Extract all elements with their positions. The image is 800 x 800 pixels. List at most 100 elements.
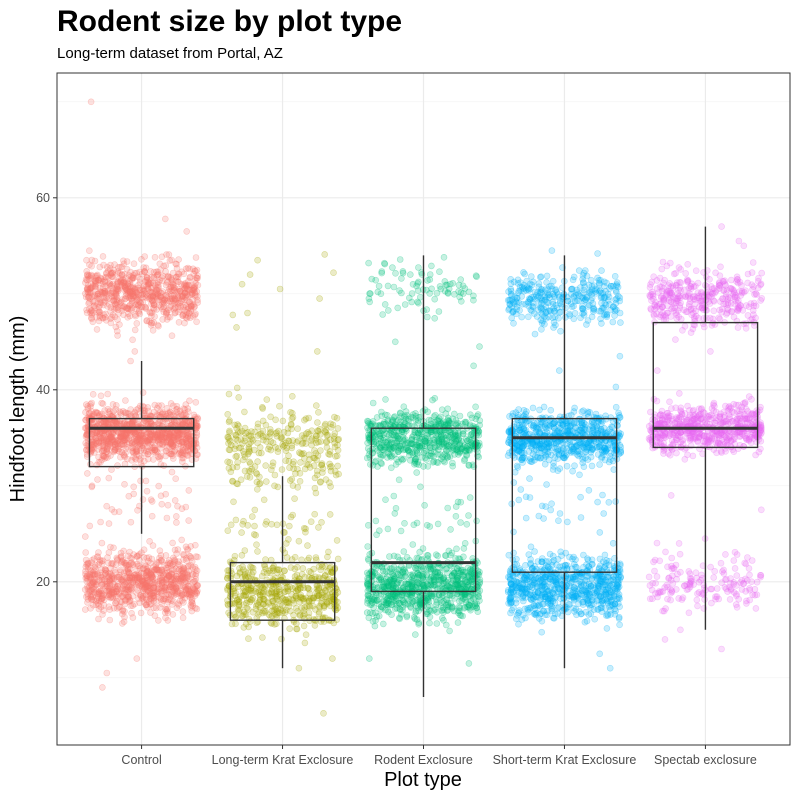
data-point — [251, 463, 259, 470]
data-point — [103, 502, 110, 510]
data-point — [112, 561, 120, 568]
data-point — [172, 585, 180, 592]
data-point — [394, 432, 402, 440]
data-point — [419, 563, 427, 570]
data-point — [392, 504, 400, 512]
data-point — [276, 285, 284, 293]
data-point — [391, 450, 398, 458]
data-point — [147, 268, 154, 275]
data-point — [147, 321, 155, 329]
data-point — [97, 274, 104, 282]
data-point — [260, 569, 268, 576]
data-point — [107, 271, 114, 278]
data-point — [107, 282, 114, 290]
data-point — [224, 597, 231, 604]
data-point — [230, 498, 237, 506]
data-point — [182, 292, 189, 300]
data-point — [240, 450, 248, 458]
data-point — [98, 539, 106, 547]
data-point — [83, 577, 91, 585]
data-point — [94, 476, 101, 483]
data-point — [253, 485, 261, 493]
data-point — [379, 620, 387, 628]
data-point — [233, 452, 241, 460]
data-point — [105, 570, 112, 578]
data-point — [119, 592, 127, 600]
data-point — [194, 274, 201, 282]
data-point — [143, 601, 151, 608]
data-point — [173, 519, 180, 526]
data-point — [82, 556, 90, 564]
data-point — [289, 437, 297, 444]
data-point — [168, 298, 175, 305]
data-point — [105, 429, 112, 437]
data-point — [284, 587, 292, 595]
data-point — [87, 98, 95, 106]
data-point — [273, 521, 281, 529]
data-point — [163, 576, 170, 584]
data-point — [137, 437, 145, 445]
data-point — [111, 566, 118, 574]
data-point — [114, 287, 121, 295]
data-point — [138, 255, 145, 263]
data-point — [172, 475, 179, 483]
data-point — [95, 295, 103, 302]
data-point — [279, 595, 287, 602]
data-point — [114, 286, 121, 293]
data-point — [273, 595, 281, 603]
data-point — [179, 614, 187, 622]
data-point — [121, 613, 128, 621]
data-point — [224, 410, 231, 418]
data-point — [285, 522, 293, 530]
data-point — [112, 406, 120, 413]
data-point — [180, 270, 188, 278]
data-point — [295, 664, 303, 672]
data-point — [119, 607, 126, 615]
data-point — [149, 279, 157, 287]
data-point — [96, 263, 104, 271]
data-point — [317, 447, 324, 454]
data-point — [160, 262, 167, 270]
data-point — [447, 526, 454, 533]
data-point — [95, 307, 102, 314]
data-point — [410, 432, 417, 439]
data-point — [89, 585, 96, 592]
data-point — [364, 543, 372, 550]
data-point — [192, 279, 199, 287]
data-point — [163, 514, 171, 522]
data-point — [179, 608, 187, 615]
data-point — [317, 566, 325, 574]
data-point — [303, 461, 311, 468]
data-point — [81, 586, 89, 593]
data-point — [413, 469, 421, 476]
data-point — [177, 288, 184, 295]
data-point — [127, 273, 135, 280]
data-point — [83, 256, 90, 264]
data-point — [232, 620, 239, 628]
data-point — [161, 296, 169, 303]
data-point — [112, 446, 119, 453]
data-point — [396, 442, 404, 450]
data-point — [465, 461, 473, 469]
data-point — [268, 520, 275, 528]
data-point — [186, 265, 193, 273]
data-point — [247, 467, 254, 475]
data-point — [278, 466, 286, 473]
data-point — [457, 276, 465, 283]
data-point — [307, 594, 314, 602]
data-point — [95, 309, 102, 317]
data-point — [179, 292, 186, 300]
data-point — [321, 251, 329, 258]
data-point — [238, 612, 246, 620]
data-point — [138, 549, 145, 557]
data-point — [115, 508, 123, 516]
data-point — [182, 265, 190, 273]
chart-title: Rodent size by plot type — [57, 5, 402, 38]
data-point — [305, 609, 313, 617]
data-point — [452, 512, 460, 520]
data-point — [377, 603, 385, 611]
data-point — [167, 400, 175, 407]
data-point — [107, 304, 115, 311]
data-point — [87, 284, 94, 292]
data-point — [159, 299, 166, 307]
